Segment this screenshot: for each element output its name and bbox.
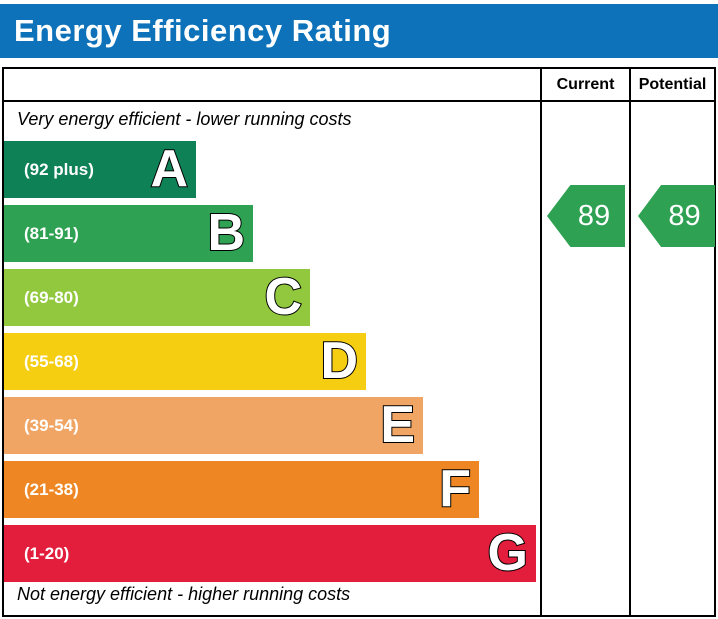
band-letter: E bbox=[379, 395, 416, 454]
band-range-label: (69-80) bbox=[24, 287, 79, 307]
potential-rating-arrow: 89 bbox=[638, 185, 715, 247]
band-row-e: (39-54) E bbox=[4, 397, 423, 454]
band-letter: C bbox=[263, 267, 303, 326]
page-title: Energy Efficiency Rating bbox=[14, 13, 392, 48]
band-range-label: (92 plus) bbox=[24, 159, 94, 179]
band-range-label: (55-68) bbox=[24, 351, 79, 371]
header-divider-line bbox=[4, 100, 714, 102]
band-row-a: (92 plus) A bbox=[4, 141, 196, 198]
rating-chart: Current Potential Very energy efficient … bbox=[2, 67, 716, 617]
band-letter: D bbox=[319, 331, 359, 390]
title-bar: Energy Efficiency Rating bbox=[0, 4, 718, 58]
band-letter: G bbox=[487, 523, 529, 582]
band-letter: A bbox=[149, 139, 189, 198]
band-range-label: (1-20) bbox=[24, 543, 70, 563]
current-rating-arrow: 89 bbox=[547, 185, 625, 247]
band-row-c: (69-80) C bbox=[4, 269, 310, 326]
band-letter: F bbox=[438, 459, 472, 518]
band-range-label: (21-38) bbox=[24, 479, 79, 499]
band-row-d: (55-68) D bbox=[4, 333, 366, 390]
column-header-current: Current bbox=[556, 75, 615, 93]
band-letter: B bbox=[206, 203, 246, 262]
band-row-f: (21-38) F bbox=[4, 461, 479, 518]
band-range-label: (39-54) bbox=[24, 415, 79, 435]
potential-column-divider bbox=[629, 69, 631, 615]
column-header-potential: Potential bbox=[638, 75, 707, 93]
potential-rating-value: 89 bbox=[668, 199, 701, 232]
band-row-g: (1-20) G bbox=[4, 525, 536, 582]
band-row-b: (81-91) B bbox=[4, 205, 253, 262]
current-column-divider bbox=[540, 69, 542, 615]
band-range-label: (81-91) bbox=[24, 223, 79, 243]
bottom-note: Not energy efficient - higher running co… bbox=[17, 584, 351, 604]
top-note: Very energy efficient - lower running co… bbox=[17, 109, 352, 129]
current-rating-value: 89 bbox=[577, 199, 611, 232]
